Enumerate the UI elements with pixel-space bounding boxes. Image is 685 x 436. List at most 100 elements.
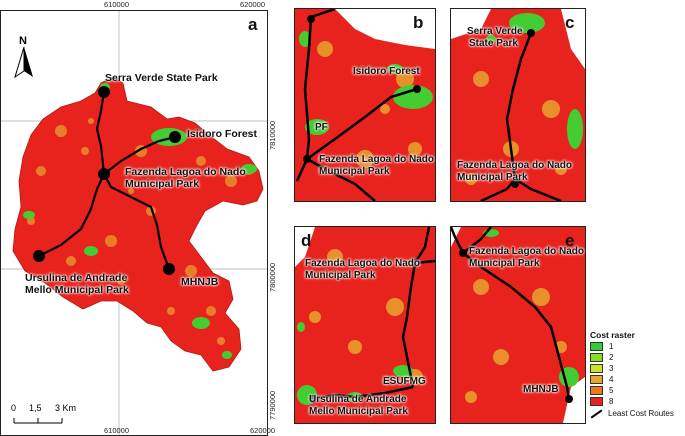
park-node [303,155,311,163]
label-fazenda-line1: Fazenda Lagoa do Nado [457,160,573,171]
park-node [459,249,467,257]
least-cost-routes [312,227,435,401]
label-mhnjb: MHNJB [523,384,559,395]
legend-swatch [590,352,603,362]
tick-right-7800000: 7800000 [268,262,277,292]
label-fazenda-line2: Municipal Park [469,258,540,269]
map-a-canvas [1,11,267,435]
tick-right-7810000: 7810000 [268,120,277,150]
legend-item: 5 [590,385,685,395]
scale-bar: 0 1,5 3 Km [11,403,81,433]
cost-texture-green [299,31,433,135]
legend-title: Cost raster [590,330,635,340]
label-fazenda-line1: Fazenda Lagoa do Nado [469,246,585,257]
legend-swatch [590,374,603,384]
cost-texture-orange [309,249,423,385]
outside-area [295,227,315,267]
north-letter: N [19,35,27,47]
tick-bottom-620000: 620000 [250,426,276,435]
legend-label: 3 [609,363,614,373]
tick-right-7790000: 7790000 [268,390,277,420]
map-c-canvas [451,9,585,201]
least-cost-routes [451,227,571,400]
least-cost-routes [480,32,562,201]
scale-label-mid: 1,5 [29,403,42,413]
panel-b-letter: b [413,13,424,32]
label-isidoro-forest: Isidoro Forest [187,128,258,140]
park-node [309,395,317,403]
map-panel-c: c Serra Verde State Park Fazenda Lagoa d… [450,8,586,202]
legend-swatch [590,385,603,395]
legend-items: 1 2 3 4 5 8 [590,341,685,406]
label-ursulina-line2: Mello Municipal Park [309,406,408,417]
legend-item: 1 [590,341,685,351]
label-ursulina-line2: Mello Municipal Park [25,284,129,296]
map-panel-e: e Fazenda Lagoa do Nado Municipal Park M… [450,226,586,424]
map-panel-b: b Isidoro Forest PF Fazenda Lagoa do Nad… [294,8,436,202]
label-ursulina-line1: Ursulina de Andrade [309,394,407,405]
outside-area [451,9,491,39]
label-serra-line2: State Park [469,38,518,49]
park-node [527,29,535,37]
outside-area [563,377,585,423]
park-node [511,180,519,188]
cost-texture-green [297,322,413,405]
legend-route-label: Least Cost Routes [608,409,674,418]
park-node [411,259,419,267]
cost-texture-green [486,13,583,149]
legend-item: 8 [590,396,685,406]
label-fazenda-line2: Municipal Park [457,172,528,183]
legend-swatch [590,341,603,351]
label-fazenda-line2: Municipal Park [319,166,390,177]
label-serra-line1: Serra Verde [467,26,523,37]
park-node [565,395,573,403]
park-node [307,15,315,23]
scale-label-end: 3 Km [55,403,77,413]
tick-top-620000: 620000 [240,0,266,9]
park-node [413,85,421,93]
panel-e-letter: e [565,231,575,250]
cost-texture-orange [465,71,567,185]
panel-c-letter: c [565,13,575,32]
map-e-canvas [451,227,585,423]
legend: Cost raster 1 2 3 4 5 8 Least Cost Route… [590,330,685,425]
tick-top-610000: 610000 [104,0,130,9]
scale-bar-graphic [13,418,63,424]
legend-item: 2 [590,352,685,362]
route-line-icon [590,408,603,419]
north-arrow-icon [14,47,33,79]
legend-label: 4 [609,374,614,384]
label-fazenda-line2: Municipal Park [305,270,376,281]
outside-area [561,9,585,69]
map-panel-a: a Serra Verde State Park Isidoro Forest … [0,10,268,436]
legend-label: 5 [609,385,614,395]
label-pf: PF [315,122,328,133]
map-b-canvas [295,9,435,201]
panel-d-letter: d [301,231,312,250]
least-cost-routes [38,91,176,270]
map-panel-d: d Fazenda Lagoa do Nado Municipal Park E… [294,226,436,424]
map-d-canvas [295,227,435,405]
least-cost-routes [295,9,418,201]
legend-item: 3 [590,363,685,373]
label-serra-verde: Serra Verde State Park [105,72,218,84]
label-esufmg: ESUFMG [383,376,426,387]
label-fazenda-line1: Fazenda Lagoa do Nado [125,166,246,178]
legend-swatch [590,363,603,373]
study-area-polygon [12,76,264,372]
label-isidoro-forest: Isidoro Forest [353,66,420,77]
label-ursulina-line1: Ursulina de Andrade [25,272,128,284]
label-fazenda-line1: Fazenda Lagoa do Nado [305,258,421,269]
label-fazenda-line2: Municipal Park [125,178,200,190]
legend-route-row: Least Cost Routes [590,408,685,419]
cost-texture-orange [27,118,253,345]
legend-label: 2 [609,352,614,362]
park-nodes [33,86,181,275]
legend-swatch [590,396,603,406]
legend-label: 8 [609,396,614,406]
panel-a-letter: a [248,15,258,34]
label-mhnjb: MHNJB [181,276,219,288]
label-fazenda-line1: Fazenda Lagoa do Nado [319,154,435,165]
scale-label-zero: 0 [11,403,17,413]
legend-label: 1 [609,341,614,351]
